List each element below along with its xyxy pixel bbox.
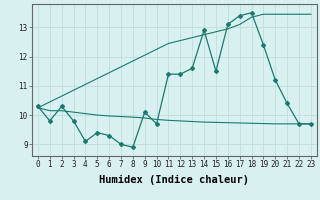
X-axis label: Humidex (Indice chaleur): Humidex (Indice chaleur) bbox=[100, 175, 249, 185]
